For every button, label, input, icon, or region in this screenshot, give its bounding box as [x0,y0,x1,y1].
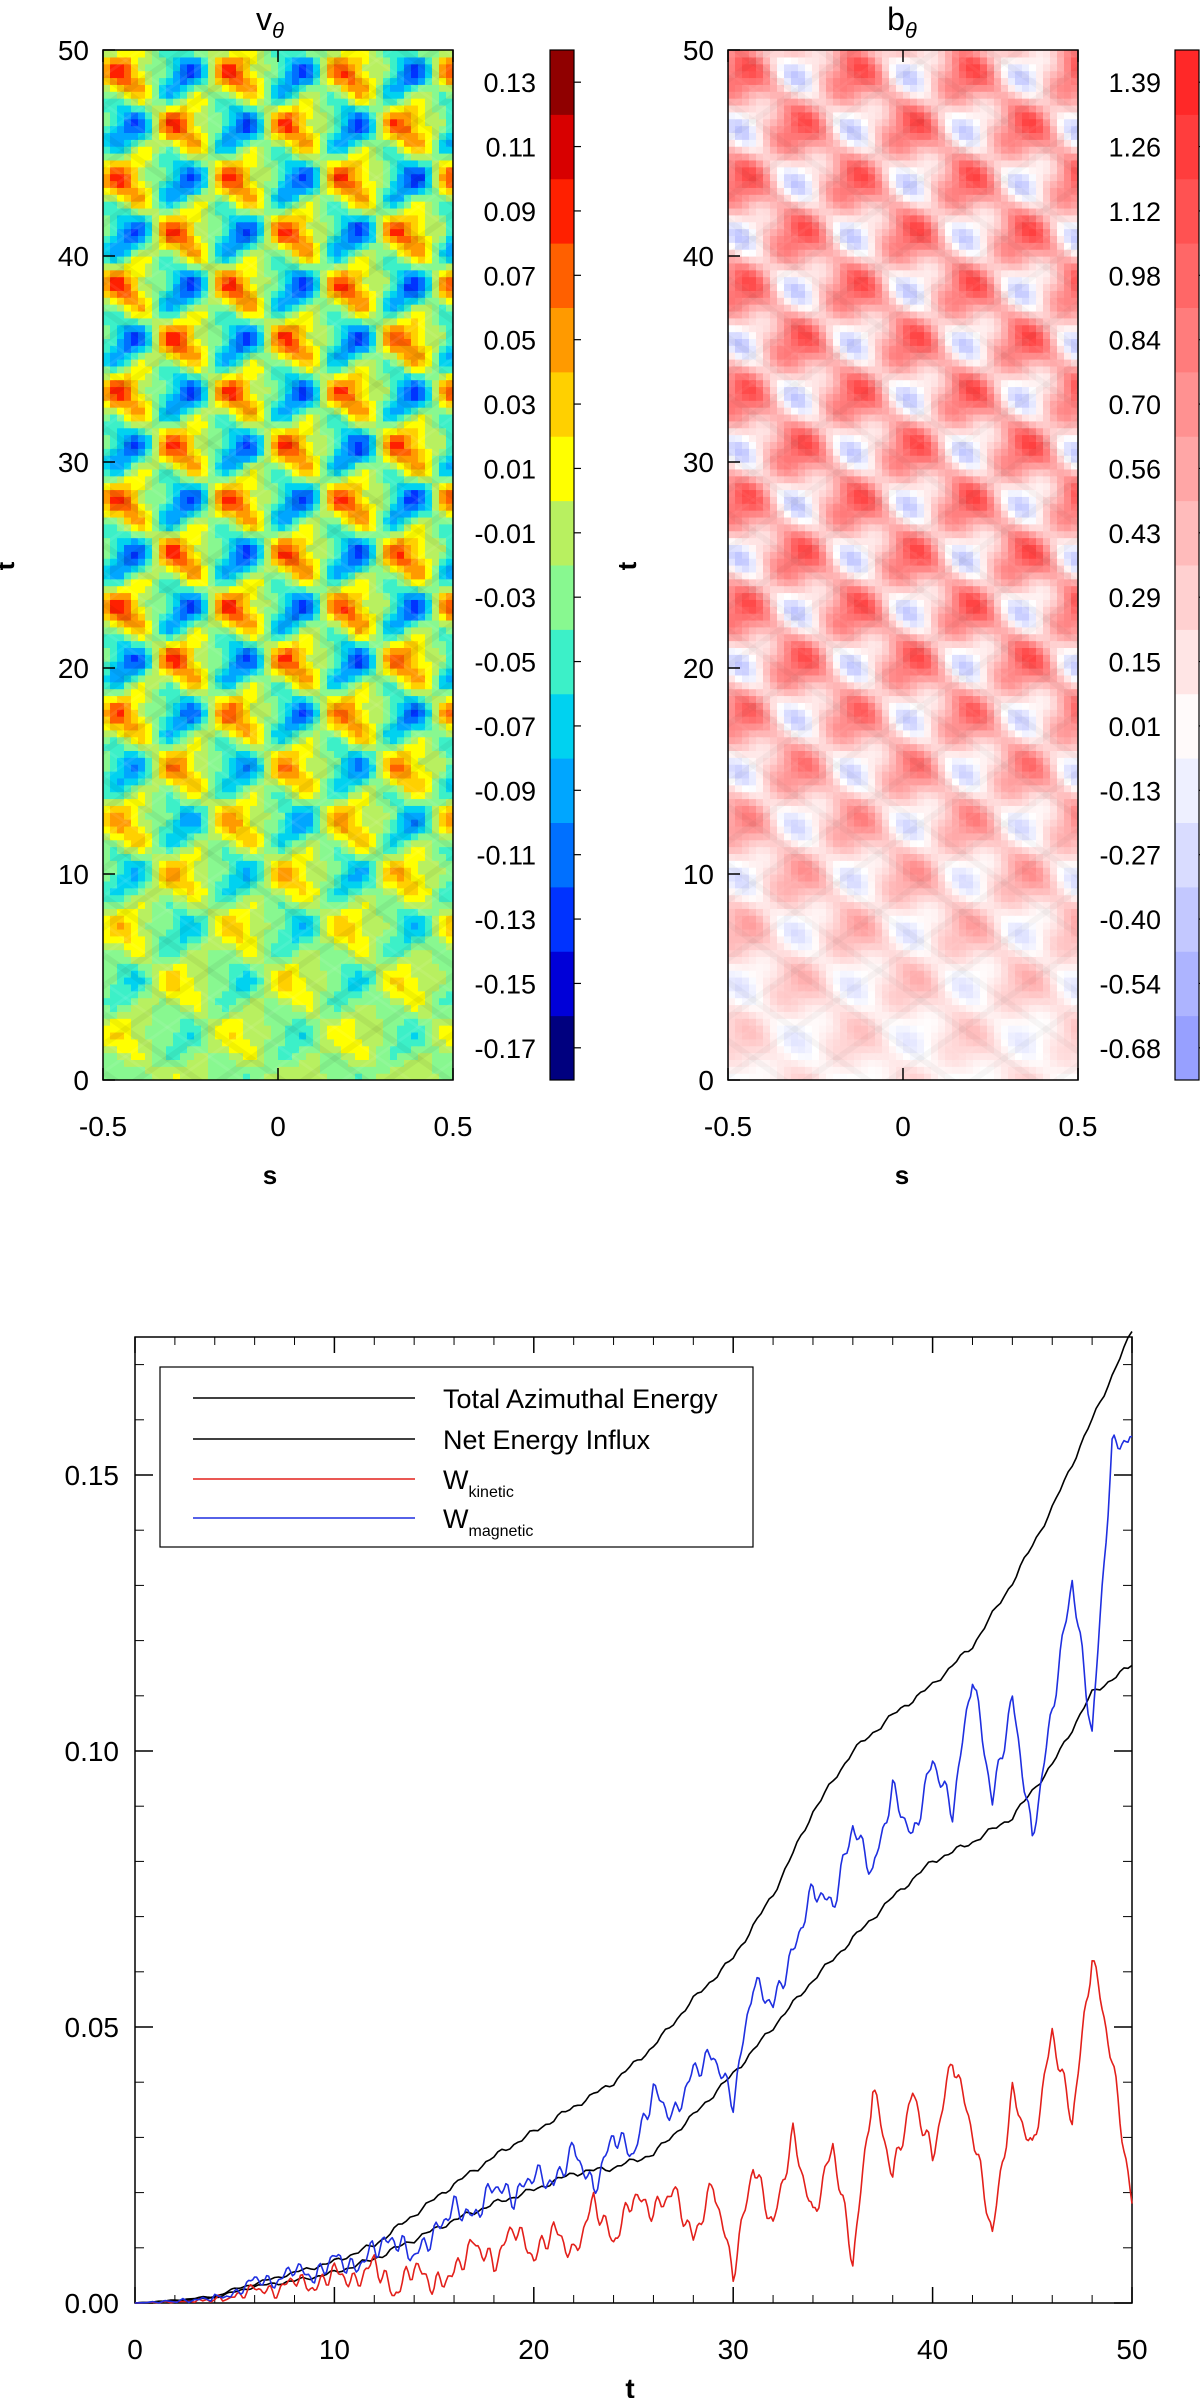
vtheta-title-main: v [256,1,272,37]
vtheta-title-sub: θ [272,18,284,43]
vtheta-heatmap-cells [103,50,453,1080]
vtheta-title: vθ [256,1,284,43]
